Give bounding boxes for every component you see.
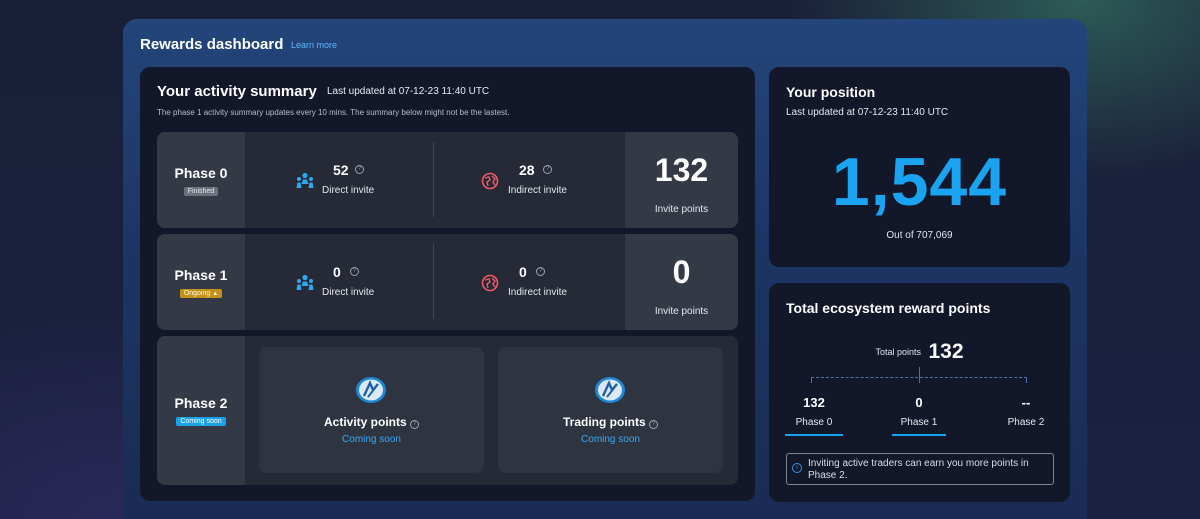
activity-points-title: Activity points ? (259, 415, 484, 430)
info-icon: i (792, 463, 802, 473)
activity-points-status: Coming soon (342, 434, 401, 445)
indirect-invite-label: Indirect invite (508, 287, 567, 298)
indirect-invite-metric: 28 ? Indirect invite (481, 132, 671, 228)
divider (433, 244, 434, 319)
phase-2-row: Phase 2 Coming soon Activity points ? Co… (157, 336, 738, 485)
help-question-icon[interactable]: ? (410, 420, 420, 429)
trading-points-card: Trading points ? Coming soon (498, 347, 723, 473)
activity-updated: Last updated at 07-12-23 11:40 UTC (327, 86, 490, 97)
direct-invite-value: 52 (333, 162, 349, 178)
indirect-invite-value: 0 (519, 264, 527, 280)
activity-points-card: Activity points ? Coming soon (259, 347, 484, 473)
help-question-icon[interactable]: ? (543, 165, 552, 174)
breakdown-value: 0 (915, 395, 923, 410)
direct-invite-label: Direct invite (322, 185, 375, 196)
info-notice: i Inviting active traders can earn you m… (786, 453, 1054, 485)
connector-line (919, 367, 920, 377)
help-question-icon[interactable]: ? (536, 267, 545, 276)
position-out-of: Out of 707,069 (886, 230, 953, 241)
help-question-icon[interactable]: ? (350, 267, 359, 276)
trading-points-label: Trading points (562, 415, 646, 429)
indirect-invite-metric: 0 ? Indirect invite (481, 234, 671, 330)
invite-points: 0 Invite points (625, 234, 738, 330)
breakdown-phase-2: -- Phase 2 (991, 395, 1061, 428)
globe-icon (481, 274, 499, 292)
activity-note: The phase 1 activity summary updates eve… (157, 108, 510, 117)
activity-points-label: Activity points (323, 415, 407, 429)
breakdown-underline (892, 434, 946, 436)
coin-icon (356, 377, 386, 403)
rewards-panel: Rewards dashboard Learn more Your activi… (123, 19, 1087, 519)
phase-1-label: Phase 1 Ongoing ▲ (157, 234, 245, 330)
connector-line (811, 377, 812, 383)
activity-summary-card: Your activity summary Last updated at 07… (140, 67, 755, 501)
breakdown-connector (811, 367, 1027, 387)
total-points-title: Total ecosystem reward points (786, 300, 991, 316)
breakdown-value: 132 (803, 395, 825, 410)
help-question-icon[interactable]: ? (355, 165, 364, 174)
learn-more-link[interactable]: Learn more (291, 40, 338, 50)
position-card: Your position Last updated at 07-12-23 1… (769, 67, 1070, 267)
connector-line (919, 377, 920, 383)
invite-points: 132 Invite points (625, 132, 738, 228)
breakdown-label: Phase 2 (1007, 417, 1045, 428)
users-icon (296, 172, 314, 188)
phase-name: Phase 2 (174, 395, 228, 411)
total-points-summary: Total points 132 (769, 340, 1070, 364)
position-updated: Last updated at 07-12-23 11:40 UTC (786, 107, 949, 118)
total-points-value: 132 (928, 340, 964, 363)
coin-icon (595, 377, 625, 403)
connector-line (1026, 377, 1027, 383)
phase-1-row: Phase 1 Ongoing ▲ 0 ? Direct invite (157, 234, 738, 330)
position-rank: 1,544 (831, 144, 1008, 220)
phase-name: Phase 0 (174, 164, 228, 181)
status-badge-label: Ongoing (183, 289, 211, 297)
phase-name: Phase 1 (174, 266, 228, 283)
invite-points-label: Invite points (654, 204, 709, 215)
direct-invite-metric: 52 ? Direct invite (295, 132, 485, 228)
breakdown-phase-0: 132 Phase 0 (779, 395, 849, 436)
position-title: Your position (786, 84, 876, 100)
divider (433, 142, 434, 217)
indirect-invite-value: 28 (519, 162, 535, 178)
page-title: Rewards dashboard (140, 36, 284, 53)
invite-points-value: 0 (672, 254, 691, 290)
total-points-label: Total points (875, 347, 922, 357)
direct-invite-label: Direct invite (322, 287, 375, 298)
status-badge: Ongoing ▲ (179, 288, 223, 298)
trading-points-status: Coming soon (581, 434, 640, 445)
direct-invite-metric: 0 ? Direct invite (295, 234, 485, 330)
help-question-icon[interactable]: ? (649, 420, 658, 429)
total-points-card: Total ecosystem reward points Total poin… (769, 283, 1070, 502)
phase-0-label: Phase 0 Finished (157, 132, 245, 228)
phase-0-row: Phase 0 Finished 52 ? Direct invite (157, 132, 738, 228)
direct-invite-value: 0 (333, 264, 341, 280)
breakdown-value: -- (1021, 395, 1031, 410)
fire-icon: ▲ (212, 290, 219, 297)
activity-summary-title: Your activity summary (157, 83, 317, 100)
breakdown-phase-1: 0 Phase 1 (884, 395, 954, 436)
breakdown-label: Phase 0 (795, 417, 833, 428)
info-notice-text: Inviting active traders can earn you mor… (808, 458, 1029, 481)
status-badge: Coming soon (176, 417, 226, 426)
users-icon (296, 274, 314, 290)
phase-2-label: Phase 2 Coming soon (157, 336, 245, 485)
trading-points-title: Trading points ? (498, 415, 723, 430)
breakdown-label: Phase 1 (900, 417, 938, 428)
invite-points-value: 132 (654, 152, 709, 188)
status-badge: Finished (183, 186, 219, 196)
invite-points-label: Invite points (654, 306, 709, 317)
globe-icon (481, 172, 499, 190)
indirect-invite-label: Indirect invite (508, 185, 567, 196)
breakdown-underline (785, 434, 843, 436)
